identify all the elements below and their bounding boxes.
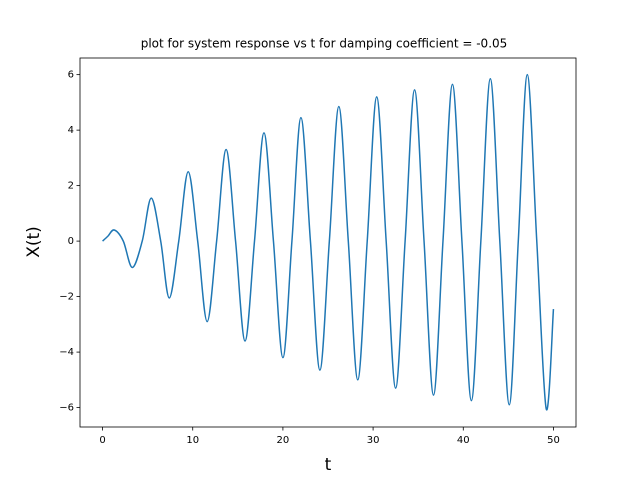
x-tick-label: 10 — [186, 435, 199, 446]
y-tick-label: 0 — [68, 236, 74, 247]
y-tick-label: −4 — [59, 347, 74, 358]
x-tick-label: 30 — [367, 435, 380, 446]
x-tick-label: 0 — [99, 435, 105, 446]
y-tick-label: 4 — [68, 125, 74, 136]
x-tick-label: 20 — [277, 435, 290, 446]
y-tick-label: −2 — [59, 292, 74, 303]
x-axis-label: t — [325, 455, 332, 475]
x-tick-label: 50 — [547, 435, 560, 446]
line — [102, 73, 555, 411]
y-axis-label: X(t) — [24, 226, 44, 258]
x-tick-label: 40 — [457, 435, 470, 446]
chart-title: plot for system response vs t for dampin… — [141, 37, 508, 51]
y-tick-label: 6 — [68, 70, 74, 81]
y-tick-label: −6 — [59, 403, 74, 414]
y-tick-label: 2 — [68, 181, 74, 192]
plot-frame — [79, 57, 577, 428]
